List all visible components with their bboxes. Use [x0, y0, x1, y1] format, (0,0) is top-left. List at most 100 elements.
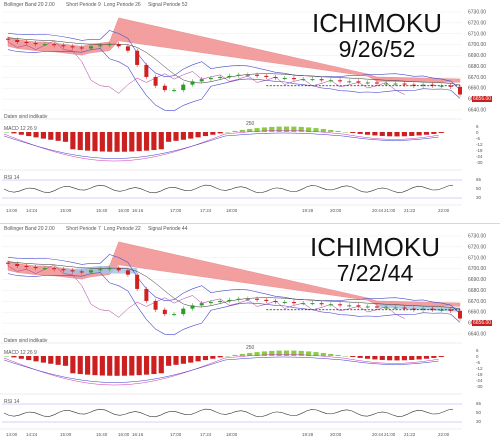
rsi-tick-label: 65: [476, 401, 482, 406]
chart-panel-bottom: 6730.00 6720.00 6710.00 6700.00 6690.00 6680.…: [0, 223, 500, 447]
candle: [227, 299, 232, 301]
macd-bar: [158, 356, 164, 374]
candle: [245, 74, 250, 76]
macd-bar: [99, 356, 105, 376]
time-tick-label: 21:00: [384, 432, 396, 437]
macd-bar: [114, 356, 120, 376]
candle: [402, 83, 407, 85]
candle: [430, 308, 435, 310]
candle: [116, 44, 121, 47]
candle: [236, 298, 241, 300]
candle: [264, 299, 269, 301]
macd-bar: [40, 132, 46, 139]
macd-bar: [298, 126, 304, 132]
price-tick-label: 6700.00: [468, 266, 486, 272]
macd-bar: [372, 356, 378, 360]
candle: [328, 80, 333, 82]
price-tick-label: 6700.00: [468, 42, 486, 48]
kijun-line: [7, 261, 461, 310]
time-tick-label: 15:40: [96, 208, 108, 213]
macd-bar: [129, 132, 135, 152]
macd-bar: [55, 356, 61, 365]
macd-bar: [320, 128, 326, 132]
candle: [245, 298, 250, 300]
macd-bar: [188, 356, 194, 363]
macd-bar: [306, 351, 312, 356]
price-tick-label: 6690.00: [468, 277, 486, 283]
candle: [24, 41, 29, 44]
macd-bar: [269, 350, 275, 356]
candle: [190, 81, 195, 85]
macd-bar: [210, 356, 216, 359]
candle: [6, 262, 10, 264]
overlay-title: ICHIMOKU: [310, 232, 440, 262]
macd-bar: [342, 356, 349, 357]
macd-bar: [261, 127, 267, 132]
macd-tick-label: -18: [476, 148, 483, 153]
macd-bar: [48, 356, 54, 364]
macd-bar: [180, 356, 186, 364]
macd-bar: [114, 132, 120, 152]
macd-bar: [11, 132, 17, 134]
macd-bar: [423, 132, 430, 135]
candle: [79, 271, 84, 273]
candle: [162, 309, 167, 315]
macd-bar: [357, 356, 363, 358]
candle: [421, 308, 426, 310]
macd-bar: [394, 132, 400, 137]
macd-tick-label: -30: [476, 160, 483, 165]
candle: [61, 269, 66, 271]
candle: [338, 80, 343, 82]
price-chart-svg[interactable]: 6730.00 6720.00 6710.00 6700.00 6690.00 6680.…: [0, 224, 500, 447]
macd-bar: [372, 132, 378, 136]
candle: [411, 308, 416, 310]
macd-bar: [107, 132, 113, 152]
time-tick-label: 20:00: [330, 432, 342, 437]
candle: [172, 314, 177, 316]
macd-line: [3, 130, 439, 162]
last-price-badge: 6656.00: [472, 96, 493, 102]
time-tick-label: 20:44: [372, 432, 384, 437]
macd-bar: [173, 132, 179, 141]
macd-tick-label: -24: [476, 154, 483, 159]
candle: [6, 38, 10, 40]
macd-signal-line: [3, 356, 439, 383]
macd-bar: [269, 126, 275, 132]
macd-bar: [379, 132, 385, 136]
macd-bar: [232, 130, 238, 132]
macd-tick-label: -24: [476, 378, 483, 383]
macd-bar: [77, 356, 83, 375]
macd-bar: [4, 356, 10, 357]
short-period-label: Short Periode 7: [66, 226, 101, 232]
candle: [162, 85, 167, 91]
macd-bar: [291, 126, 297, 132]
candle: [208, 302, 213, 304]
macd-bar: [254, 352, 260, 356]
price-tick-label: 6660.00: [468, 86, 486, 92]
candle: [356, 81, 361, 83]
long-period-label: Long Periode 22: [104, 226, 141, 232]
macd-tick-label: -6: [476, 360, 480, 365]
macd-bar: [70, 356, 76, 374]
macd-bar: [195, 132, 201, 138]
candle: [458, 86, 462, 95]
macd-bar: [379, 356, 385, 360]
rsi-label: RSI 14: [4, 175, 20, 181]
macd-label: MACD 12 26 9: [4, 126, 37, 132]
kijun-line: [7, 37, 461, 86]
price-tick-label: 6690.00: [468, 53, 486, 59]
macd-tick-label: -12: [476, 366, 483, 371]
macd-label: MACD 12 26 9: [4, 350, 37, 356]
bollinger-label: Bollinger Band 20 2.00: [4, 2, 55, 8]
macd-bar: [357, 132, 363, 134]
price-chart-svg[interactable]: 6730.00 6720.00 6710.00 6700.00 6690.00 6680.…: [0, 0, 500, 223]
candle: [153, 76, 158, 86]
candle: [255, 298, 260, 300]
time-tick-label: 15:00: [60, 432, 72, 437]
time-tick-label: 18:00: [226, 432, 238, 437]
candle: [125, 270, 130, 275]
macd-signal-line: [3, 132, 439, 159]
candle: [208, 78, 213, 80]
candle: [301, 303, 306, 305]
macd-bar: [247, 128, 253, 132]
